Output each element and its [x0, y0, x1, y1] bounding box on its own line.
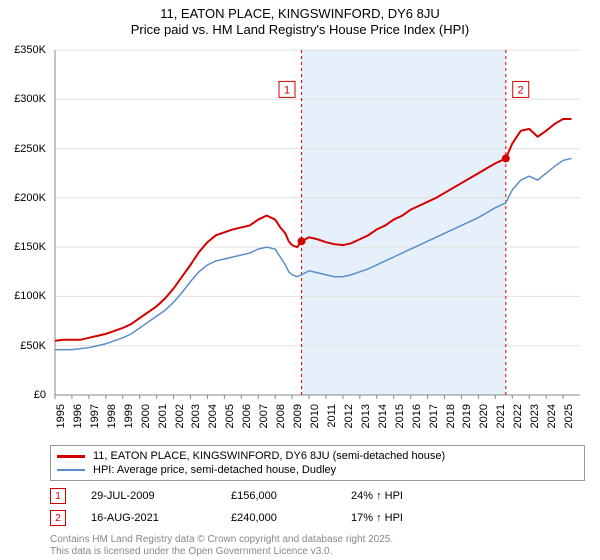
y-tick-label: £200K: [2, 192, 46, 204]
x-tick-label: 1998: [106, 404, 118, 444]
sale-badge: 2: [50, 510, 66, 526]
x-tick-label: 2010: [309, 404, 321, 444]
x-tick-label: 2023: [529, 404, 541, 444]
legend-item: HPI: Average price, semi-detached house,…: [57, 463, 578, 477]
x-tick-label: 2000: [140, 404, 152, 444]
sale-price: £156,000: [231, 490, 351, 502]
x-tick-label: 2019: [461, 404, 473, 444]
y-tick-label: £0: [2, 389, 46, 401]
sale-delta: 17% ↑ HPI: [351, 512, 403, 524]
x-tick-label: 2009: [292, 404, 304, 444]
x-tick-label: 2011: [326, 404, 338, 444]
credits-line: Contains HM Land Registry data © Crown c…: [50, 534, 393, 545]
x-tick-label: 2004: [207, 404, 219, 444]
sale-date: 29-JUL-2009: [91, 490, 231, 502]
x-tick-label: 2002: [174, 404, 186, 444]
x-tick-label: 2022: [512, 404, 524, 444]
x-tick-label: 2008: [275, 404, 287, 444]
x-tick-label: 2024: [546, 404, 558, 444]
y-tick-label: £150K: [2, 241, 46, 253]
x-tick-label: 2020: [478, 404, 490, 444]
x-tick-label: 2018: [445, 404, 457, 444]
x-tick-label: 2013: [360, 404, 372, 444]
y-tick-label: £300K: [2, 93, 46, 105]
credits-line: This data is licensed under the Open Gov…: [50, 546, 332, 557]
x-tick-label: 2017: [428, 404, 440, 444]
legend-label: HPI: Average price, semi-detached house,…: [93, 464, 336, 476]
x-tick-label: 2005: [224, 404, 236, 444]
x-tick-label: 1999: [123, 404, 135, 444]
legend-swatch: [57, 455, 85, 458]
chart-title-line2: Price paid vs. HM Land Registry's House …: [0, 21, 600, 37]
legend-label: 11, EATON PLACE, KINGSWINFORD, DY6 8JU (…: [93, 450, 445, 462]
svg-text:2: 2: [518, 84, 524, 96]
x-tick-label: 1997: [89, 404, 101, 444]
chart-svg: 12: [50, 45, 585, 400]
sale-price: £240,000: [231, 512, 351, 524]
x-tick-label: 1995: [55, 404, 67, 444]
y-tick-label: £250K: [2, 143, 46, 155]
x-tick-label: 2015: [394, 404, 406, 444]
sale-row: 1 29-JUL-2009 £156,000 24% ↑ HPI: [50, 488, 403, 504]
sale-delta: 24% ↑ HPI: [351, 490, 403, 502]
x-tick-label: 2012: [343, 404, 355, 444]
sale-badge: 1: [50, 488, 66, 504]
sale-date: 16-AUG-2021: [91, 512, 231, 524]
chart-plot-area: 12: [50, 45, 585, 400]
x-tick-label: 2016: [411, 404, 423, 444]
legend-item: 11, EATON PLACE, KINGSWINFORD, DY6 8JU (…: [57, 449, 578, 463]
x-tick-label: 2014: [377, 404, 389, 444]
x-tick-label: 2001: [157, 404, 169, 444]
x-tick-label: 2003: [190, 404, 202, 444]
x-tick-label: 2006: [241, 404, 253, 444]
x-tick-label: 2021: [495, 404, 507, 444]
legend: 11, EATON PLACE, KINGSWINFORD, DY6 8JU (…: [50, 445, 585, 481]
y-tick-label: £50K: [2, 340, 46, 352]
x-tick-label: 2025: [563, 404, 575, 444]
y-tick-label: £100K: [2, 290, 46, 302]
sale-row: 2 16-AUG-2021 £240,000 17% ↑ HPI: [50, 510, 403, 526]
legend-swatch: [57, 469, 85, 471]
x-tick-label: 1996: [72, 404, 84, 444]
chart-title-line1: 11, EATON PLACE, KINGSWINFORD, DY6 8JU: [0, 0, 600, 21]
svg-text:1: 1: [284, 84, 290, 96]
y-tick-label: £350K: [2, 44, 46, 56]
x-tick-label: 2007: [258, 404, 270, 444]
